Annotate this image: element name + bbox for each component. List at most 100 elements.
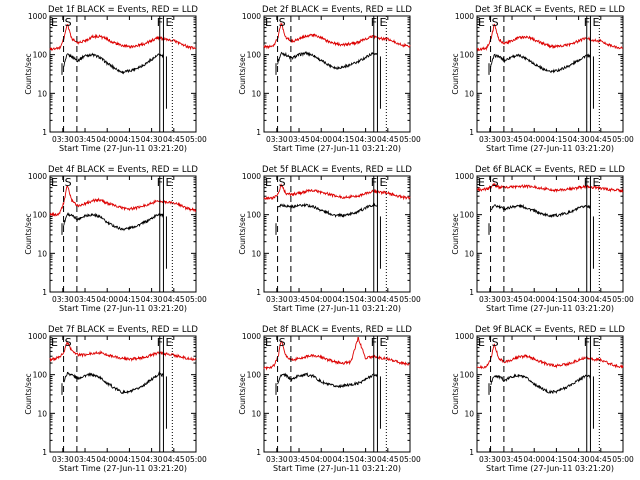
x-axis-label: Start Time (27-Jun-11 03:21:20) (486, 304, 614, 313)
event-marker-letter: E (592, 336, 599, 349)
y-axis-label: Counts/sec (238, 53, 247, 94)
y-tick-label: 100 (247, 51, 262, 60)
panel-title: Det 5f BLACK = Events, RED = LLD (262, 165, 412, 175)
event-marker-letter: S (492, 336, 499, 349)
x-axis-label: Start Time (27-Jun-11 03:21:20) (273, 464, 401, 473)
x-tick-label: 03:30 (479, 455, 501, 464)
event-marker-letter: F (371, 176, 377, 189)
lld-series-line (49, 185, 197, 217)
event-marker-letter: S (279, 16, 286, 29)
x-tick-label: 04:30 (355, 135, 377, 144)
y-tick-label: 100 (460, 211, 475, 220)
y-tick-label: 100 (460, 371, 475, 380)
y-tick-label: 1 (469, 128, 474, 137)
x-tick-label: 04:45 (163, 135, 185, 144)
plot-frame (263, 15, 411, 133)
x-tick-label: 05:00 (612, 295, 634, 304)
detector-panel: Det 3f BLACK = Events, RED = LLD 1 10 100 10… (451, 5, 634, 153)
y-tick-label: 10 (251, 409, 261, 418)
x-axis-label: Start Time (27-Jun-11 03:21:20) (59, 304, 187, 313)
y-tick-label: 10 (464, 249, 474, 258)
x-tick-label: 03:30 (266, 295, 288, 304)
x-tick-label: 05:00 (399, 455, 421, 464)
y-tick-label: 1000 (242, 332, 261, 341)
x-tick-label: 04:00 (310, 135, 332, 144)
detector-panel: Det 4f BLACK = Events, RED = LLD 1 10 100 10… (24, 165, 207, 313)
x-axis-label: Start Time (27-Jun-11 03:21:20) (486, 464, 614, 473)
y-tick-label: 100 (33, 371, 48, 380)
y-tick-label: 1000 (242, 172, 261, 181)
x-tick-label: 04:45 (590, 135, 612, 144)
y-tick-label: 1 (42, 448, 47, 457)
plot-frame (476, 15, 624, 133)
lld-series-line (476, 182, 624, 194)
x-axis-label: Start Time (27-Jun-11 03:21:20) (486, 144, 614, 153)
x-tick-label: 04:15 (333, 295, 355, 304)
x-tick-label: 04:00 (523, 295, 545, 304)
detector-panel: Det 9f BLACK = Events, RED = LLD 1 10 100 10… (451, 325, 634, 473)
panel-title: Det 8f BLACK = Events, RED = LLD (262, 325, 412, 335)
x-tick-label: 04:00 (96, 455, 118, 464)
x-tick-label: 03:30 (479, 135, 501, 144)
x-tick-label: 03:45 (288, 135, 310, 144)
events-series-line (63, 52, 164, 75)
y-tick-label: 10 (251, 249, 261, 258)
y-axis-label: Counts/sec (238, 373, 247, 414)
lld-series-line (49, 340, 197, 363)
lld-series-line (263, 183, 411, 201)
events-series-line (490, 203, 591, 219)
events-series-line (63, 370, 164, 395)
y-tick-label: 10 (464, 409, 474, 418)
y-axis-label: Counts/sec (238, 213, 247, 254)
y-tick-label: 1 (256, 448, 261, 457)
panel-title: Det 7f BLACK = Events, RED = LLD (48, 325, 198, 335)
plot-frame (49, 175, 197, 293)
events-series-line (490, 53, 591, 74)
lld-series-line (476, 343, 624, 370)
x-axis-label: Start Time (27-Jun-11 03:21:20) (273, 304, 401, 313)
x-tick-label: 04:45 (377, 135, 399, 144)
event-marker-letter: E (165, 176, 172, 189)
x-tick-label: 04:30 (568, 135, 590, 144)
y-axis-label: Counts/sec (451, 213, 460, 254)
x-tick-label: 03:45 (74, 135, 96, 144)
y-tick-label: 1 (256, 128, 261, 137)
y-tick-label: 1000 (28, 332, 47, 341)
y-tick-label: 1000 (455, 332, 474, 341)
lld-series-line (476, 23, 624, 52)
x-tick-label: 03:45 (501, 455, 523, 464)
y-tick-label: 1000 (455, 12, 474, 21)
x-tick-label: 03:45 (501, 295, 523, 304)
y-tick-label: 1000 (28, 172, 47, 181)
y-tick-label: 1 (469, 288, 474, 297)
y-tick-label: 1 (256, 288, 261, 297)
x-tick-label: 05:00 (399, 135, 421, 144)
event-marker-letter: F (584, 16, 590, 29)
x-tick-label: 05:00 (612, 455, 634, 464)
panel-title: Det 9f BLACK = Events, RED = LLD (475, 325, 625, 335)
event-marker-letter: E (379, 176, 386, 189)
y-tick-label: 1 (42, 288, 47, 297)
event-marker-letter: F (584, 176, 590, 189)
plot-frame (263, 175, 411, 293)
x-tick-label: 04:00 (523, 135, 545, 144)
x-tick-label: 05:00 (185, 135, 207, 144)
event-marker-letter: F (371, 16, 377, 29)
y-tick-label: 100 (247, 211, 262, 220)
event-marker-letter: S (65, 336, 72, 349)
x-tick-label: 03:45 (74, 455, 96, 464)
lld-series-line (263, 336, 411, 371)
y-tick-label: 10 (251, 89, 261, 98)
events-series-line (277, 372, 378, 389)
event-marker-letter: E (165, 16, 172, 29)
event-marker-letter: S (65, 16, 72, 29)
event-marker-letter: S (65, 176, 72, 189)
x-tick-label: 04:30 (568, 295, 590, 304)
y-tick-label: 10 (37, 249, 47, 258)
x-tick-label: 03:30 (266, 135, 288, 144)
x-tick-label: 04:00 (96, 135, 118, 144)
event-marker-letter: E (592, 176, 599, 189)
x-tick-label: 04:30 (141, 455, 163, 464)
x-tick-label: 03:30 (52, 295, 74, 304)
panel-title: Det 4f BLACK = Events, RED = LLD (48, 165, 198, 175)
